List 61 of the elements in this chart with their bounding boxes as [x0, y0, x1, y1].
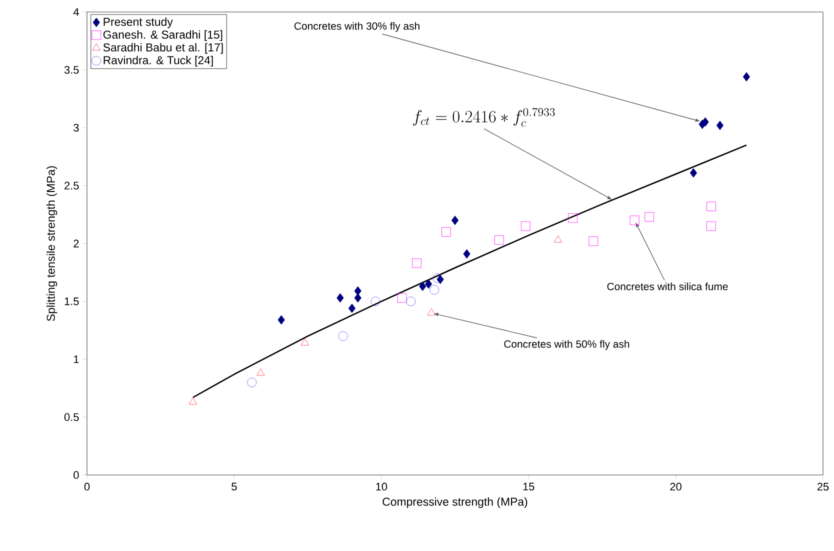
point: [419, 282, 426, 292]
point: [397, 293, 407, 303]
x-tick-label: 10: [376, 482, 388, 491]
point: [406, 296, 416, 306]
point: [630, 216, 640, 226]
point: [336, 293, 344, 303]
point: [742, 72, 750, 82]
point: [716, 120, 724, 130]
point: [348, 304, 356, 313]
point: [568, 213, 578, 223]
point: [247, 378, 257, 388]
y-tick-label: 3.5: [64, 66, 79, 74]
y-tick-label: 1: [74, 355, 79, 364]
point: [354, 293, 362, 303]
point: [706, 202, 716, 212]
x-tick-label: 15: [523, 482, 534, 490]
point: [520, 221, 530, 231]
y-axis-title: Splitting tensile strength (MPa): [46, 166, 58, 321]
point: [427, 308, 436, 316]
point: [706, 221, 716, 231]
annotation: Concretes with 50% fly ash: [504, 340, 630, 350]
y-tick-label: 1.5: [64, 298, 79, 306]
point: [702, 117, 709, 127]
y-tick-label: 0.5: [64, 413, 79, 422]
y-tick-label: 2.5: [64, 182, 79, 190]
point: [441, 227, 451, 237]
point: [432, 274, 442, 283]
point: [278, 315, 285, 325]
x-tick-label: 5: [232, 482, 237, 490]
point: [588, 236, 598, 246]
legend-label: Ravindra. & Tuck [24]: [104, 56, 213, 67]
y-tick-label: 3: [74, 124, 79, 132]
annotation: $f_{ct} = 0.2416 * f_c^{0.7933}$: [413, 108, 555, 127]
point: [690, 168, 698, 178]
line-series: [192, 144, 748, 398]
y-tick-label: 4: [73, 8, 79, 16]
point: [370, 296, 380, 306]
point: [188, 397, 198, 405]
point: [554, 235, 562, 242]
point: [463, 249, 470, 259]
point: [451, 216, 459, 226]
point: [644, 212, 654, 222]
legend-label: Ganesh. & Saradhi [15]: [103, 30, 222, 41]
point: [412, 258, 422, 268]
annotation: Concretes with silica fume: [607, 282, 728, 290]
y-tick-label: 2: [74, 240, 79, 248]
point: [300, 338, 309, 346]
x-tick-label: 0: [84, 482, 90, 491]
legend-label: Present study: [104, 18, 173, 28]
point: [354, 286, 362, 296]
x-axis-title: Compressive strength (MPa): [382, 497, 528, 508]
point: [424, 279, 432, 289]
point: [430, 285, 440, 294]
point: [494, 235, 504, 245]
legend-label: Saradhi Babu et al. [17]: [103, 43, 223, 54]
point: [256, 368, 265, 376]
y-tick-label: 0: [74, 471, 79, 479]
x-tick-label: 25: [817, 482, 829, 491]
x-tick-label: 20: [670, 482, 682, 491]
point: [338, 331, 348, 341]
annotation: Concretes with 30% fly ash: [294, 22, 420, 32]
